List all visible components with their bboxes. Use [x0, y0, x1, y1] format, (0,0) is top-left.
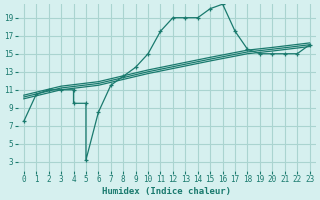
- X-axis label: Humidex (Indice chaleur): Humidex (Indice chaleur): [102, 187, 231, 196]
